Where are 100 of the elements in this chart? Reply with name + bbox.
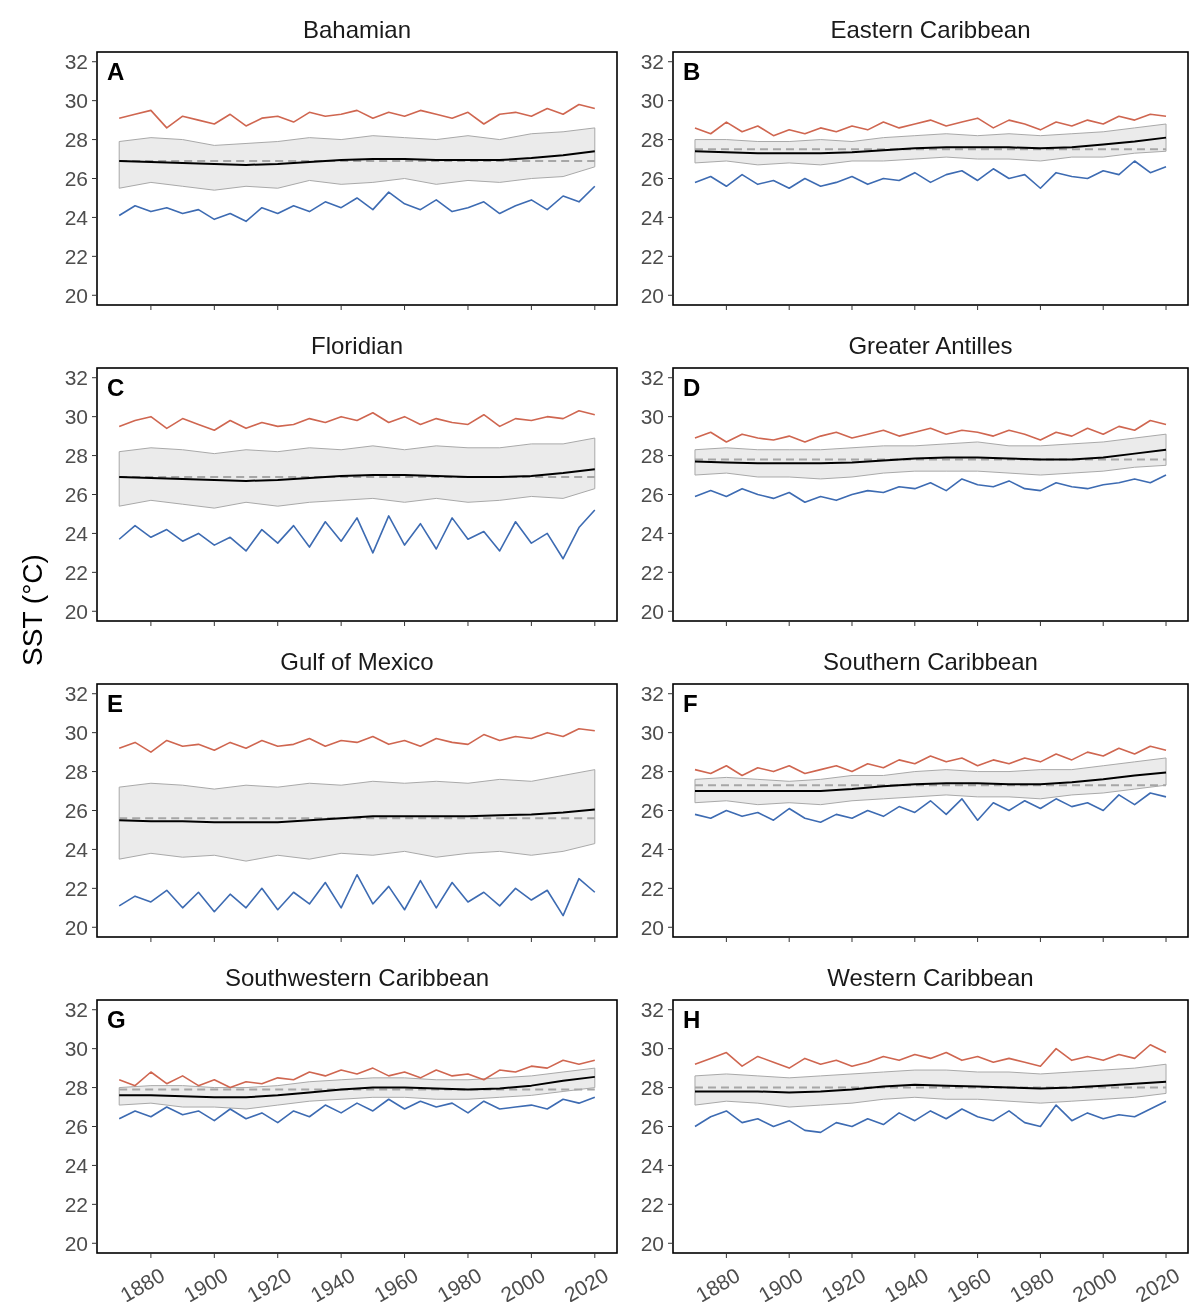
y-tick-label: 22 [640,560,664,584]
line-series [118,103,596,129]
x-tick-label: 1980 [433,1263,486,1302]
annotation: B [683,58,701,85]
y-tick-label: 26 [64,798,88,822]
y-tick-label: 26 [640,166,664,190]
y-tick-label: 24 [64,205,89,229]
annotation: C [107,374,125,401]
annotation: F [683,690,698,717]
y-tick-label: 30 [64,721,88,744]
y-tick-label: 32 [640,682,664,706]
y-tick-label: 32 [64,682,88,706]
x-tick-label: 2000 [496,1263,549,1302]
annotation: G [107,1006,126,1033]
y-tick-label: 26 [640,1114,664,1138]
line-series [694,745,1167,777]
y-tick-label: 24 [640,521,665,545]
y-tick-label: 20 [640,915,664,939]
y-tick-label: 24 [640,837,665,861]
y-tick-label: 20 [640,1231,664,1255]
line-series [118,1096,596,1124]
y-tick-label: 28 [640,443,664,467]
line-series [693,448,1168,465]
y-tick-label: 32 [640,50,664,74]
x-tick-label: 2020 [560,1263,613,1302]
y-tick-label: 20 [640,599,664,623]
chart-title: Western Caribbean [827,964,1034,991]
y-tick-label: 22 [64,244,88,268]
line-series [118,509,596,560]
x-tick-label: 1980 [1005,1263,1058,1302]
x-tick-label: 1920 [243,1263,296,1302]
annotation: D [683,374,701,401]
line-series [694,419,1167,443]
y-tick-label: 20 [640,283,664,307]
y-tick-label: 28 [640,127,664,151]
y-tick-label: 32 [64,50,88,74]
line-series [118,808,596,824]
chart-title: Eastern Caribbean [830,16,1031,43]
y-tick-label: 28 [64,1075,88,1099]
line-series [693,136,1168,155]
x-tick-label: 1880 [691,1263,744,1302]
y-tick-label: 28 [640,759,664,783]
y-tick-label: 30 [64,405,88,428]
y-tick-label: 28 [640,1075,664,1099]
line-series [118,727,596,753]
chart-title: Floridian [310,332,404,359]
y-tick-label: 20 [64,1231,88,1255]
x-tick-label: 1960 [369,1263,422,1302]
y-tick-label: 20 [64,915,88,939]
line-series [694,1043,1167,1069]
line-series [118,468,596,482]
x-tick-label: 1960 [942,1263,995,1302]
line-series [118,873,596,917]
y-tick-label: 32 [640,998,664,1022]
annotation: A [107,58,125,85]
y-tick-label: 28 [64,759,88,783]
y-tick-label: 26 [640,482,664,506]
line-series [118,1075,596,1099]
line-series [693,771,1168,793]
y-tick-label: 28 [64,443,88,467]
x-tick-label: 1900 [179,1263,232,1302]
y-tick-label: 22 [640,244,664,268]
y-tick-label: 32 [64,998,88,1022]
y-tick-label: 26 [64,1114,88,1138]
y-tick-label: 32 [64,366,88,390]
line-series [694,1100,1167,1134]
y-tick-label: 32 [640,366,664,390]
x-tick-label: 1940 [306,1263,359,1302]
y-tick-label: 20 [64,599,88,623]
line-series [118,185,596,223]
y-tick-label: 22 [640,1192,664,1216]
line-series [118,150,596,166]
x-tick-label: 2020 [1131,1263,1184,1302]
line-series [693,1080,1168,1094]
line-series [694,792,1167,823]
x-tick-label: 1940 [880,1263,933,1302]
chart-title: Greater Antilles [848,332,1013,359]
y-tick-label: 24 [64,521,89,545]
y-tick-label: 30 [640,405,664,428]
y-tick-label: 24 [640,1153,665,1177]
x-tick-label: 2000 [1068,1263,1121,1302]
y-tick-label: 22 [64,876,88,900]
line-series [694,474,1167,504]
y-tick-label: 30 [640,721,664,744]
y-tick-label: 30 [640,1037,664,1060]
y-tick-label: 28 [64,127,88,151]
y-tick-label: 30 [64,89,88,112]
chart-title: Southern Caribbean [823,648,1038,675]
line-series [694,113,1167,137]
y-tick-label: 30 [64,1037,88,1060]
annotation: E [107,690,124,717]
y-tick-label: 22 [64,1192,88,1216]
y-tick-label: 26 [64,482,88,506]
y-tick-label: 26 [64,166,88,190]
line-series [118,1059,596,1089]
chart-title: Bahamian [302,16,412,43]
annotation: H [683,1006,701,1033]
y-tick-label: 26 [640,798,664,822]
y-tick-label: 24 [64,837,89,861]
y-tick-label: 22 [640,876,664,900]
